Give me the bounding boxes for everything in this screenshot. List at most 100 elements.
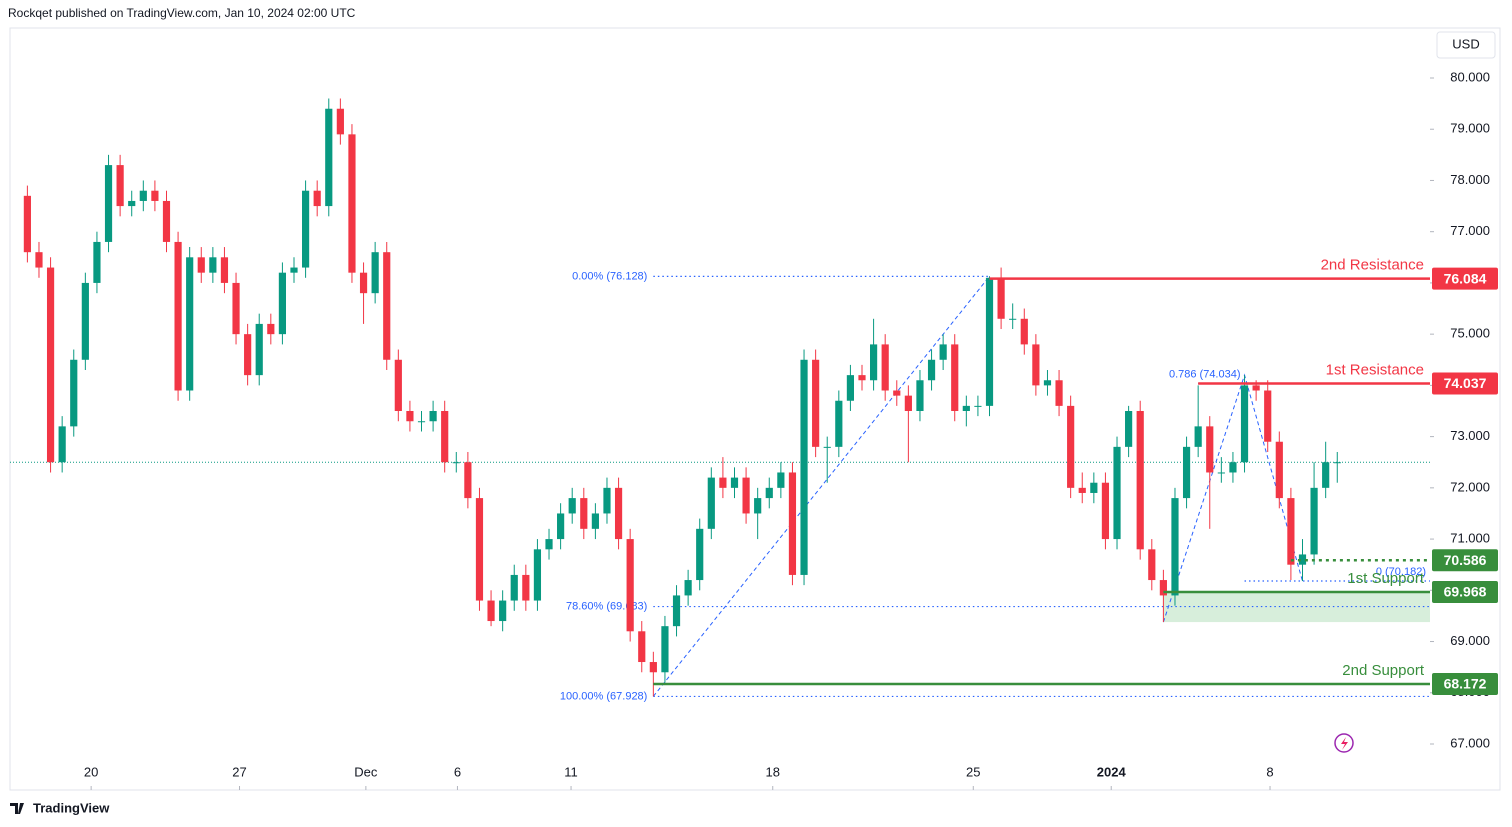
candle-body <box>81 282 89 360</box>
fib-label: 0.00% (76.128) <box>572 270 647 282</box>
lightning-icon[interactable] <box>1334 733 1354 753</box>
candle-body <box>974 405 982 407</box>
candle-body <box>869 344 878 381</box>
candle-body <box>800 359 808 575</box>
candle-body <box>626 539 634 632</box>
candle-body <box>754 498 762 514</box>
candle-body <box>93 241 101 283</box>
candle-body <box>696 528 704 581</box>
candle-body <box>1252 385 1260 391</box>
candle-body <box>244 334 252 376</box>
x-tick-label: 2024 <box>1097 764 1127 779</box>
y-tick-label: 75.000 <box>1450 326 1490 341</box>
candle-body <box>313 190 321 207</box>
candle-body <box>46 267 55 463</box>
candle-body <box>429 410 437 422</box>
candle-body <box>719 477 727 488</box>
x-tick-label: 27 <box>232 764 246 779</box>
price-box <box>1432 549 1498 572</box>
y-tick-label: 77.000 <box>1450 223 1490 238</box>
x-tick-label: 8 <box>1266 764 1273 779</box>
candle-body <box>359 272 368 294</box>
candle-body <box>730 477 739 488</box>
x-tick-label: 11 <box>564 764 578 779</box>
candle-body <box>1113 446 1121 540</box>
candle-body <box>383 252 391 360</box>
candle-body <box>962 405 970 411</box>
candle-body <box>858 375 866 381</box>
candle-body <box>1067 405 1075 488</box>
candle-body <box>580 498 588 529</box>
candle-body <box>394 359 402 411</box>
candle-body <box>290 267 298 273</box>
candle-body <box>591 513 599 529</box>
x-tick-label: 18 <box>766 764 780 779</box>
candle-body <box>174 241 182 391</box>
candle-body <box>151 190 159 201</box>
currency-box[interactable] <box>1436 31 1496 59</box>
fib-trend-line <box>652 275 990 697</box>
candle-body <box>441 410 449 463</box>
candle-body <box>812 359 820 447</box>
candle-body <box>1333 462 1341 464</box>
candle-body <box>1032 344 1040 386</box>
candle-body <box>104 165 113 242</box>
candle-body <box>1020 318 1028 345</box>
level-label: 1st Support <box>1347 570 1425 587</box>
candle-body <box>70 359 78 427</box>
candle-body <box>220 257 229 283</box>
candle-body <box>406 410 414 422</box>
candle-body <box>881 344 889 391</box>
candle-body <box>128 200 136 207</box>
candle-body <box>1275 441 1283 499</box>
candle-body <box>1078 487 1086 493</box>
candle-body <box>325 108 333 207</box>
x-tick-label: 25 <box>966 764 980 779</box>
candle-body <box>788 472 797 575</box>
y-tick-label: 78.000 <box>1450 172 1490 187</box>
candle-body <box>603 487 611 514</box>
candle-body <box>638 631 646 663</box>
candle-body <box>23 195 31 253</box>
candle-body <box>835 400 843 447</box>
fib-label: 0.786 (74.034) <box>1169 369 1241 381</box>
candle-body <box>209 257 217 273</box>
candle-body <box>568 498 576 514</box>
candle-body <box>1298 554 1307 565</box>
candle-body <box>545 539 553 550</box>
candle-body <box>522 574 530 601</box>
price-box-label: 68.172 <box>1444 676 1487 692</box>
price-box <box>1432 372 1498 395</box>
candle-body <box>336 108 344 135</box>
level-label: 1st Resistance <box>1326 361 1424 378</box>
candle-body <box>1009 318 1017 320</box>
candle-body <box>1055 380 1063 406</box>
candle-body <box>916 380 924 411</box>
candle-body <box>267 323 275 335</box>
candle-body <box>823 446 831 448</box>
price-box-label: 70.586 <box>1444 552 1487 568</box>
price-box-label: 69.968 <box>1444 584 1487 600</box>
currency[interactable]: USD <box>1452 36 1479 51</box>
candle-body <box>348 134 356 273</box>
y-tick-label: 72.000 <box>1450 479 1490 494</box>
candle-body <box>58 426 66 463</box>
candle-body <box>301 190 310 268</box>
candle-body <box>499 600 507 622</box>
candle-body <box>197 257 205 273</box>
candle-body <box>510 574 518 601</box>
candle-body <box>255 323 263 376</box>
candle-body <box>672 595 681 627</box>
candle-body <box>116 165 124 207</box>
y-tick-label: 69.000 <box>1450 633 1490 648</box>
chart-frame <box>9 27 1501 791</box>
fib-trend-line <box>1162 373 1303 623</box>
candle-body <box>1043 380 1052 386</box>
candle-body <box>1182 446 1191 499</box>
price-box <box>1432 672 1498 695</box>
candle-body <box>661 626 669 673</box>
candle-body <box>1206 426 1214 473</box>
candle-body <box>927 359 936 381</box>
candle-body <box>487 600 495 622</box>
